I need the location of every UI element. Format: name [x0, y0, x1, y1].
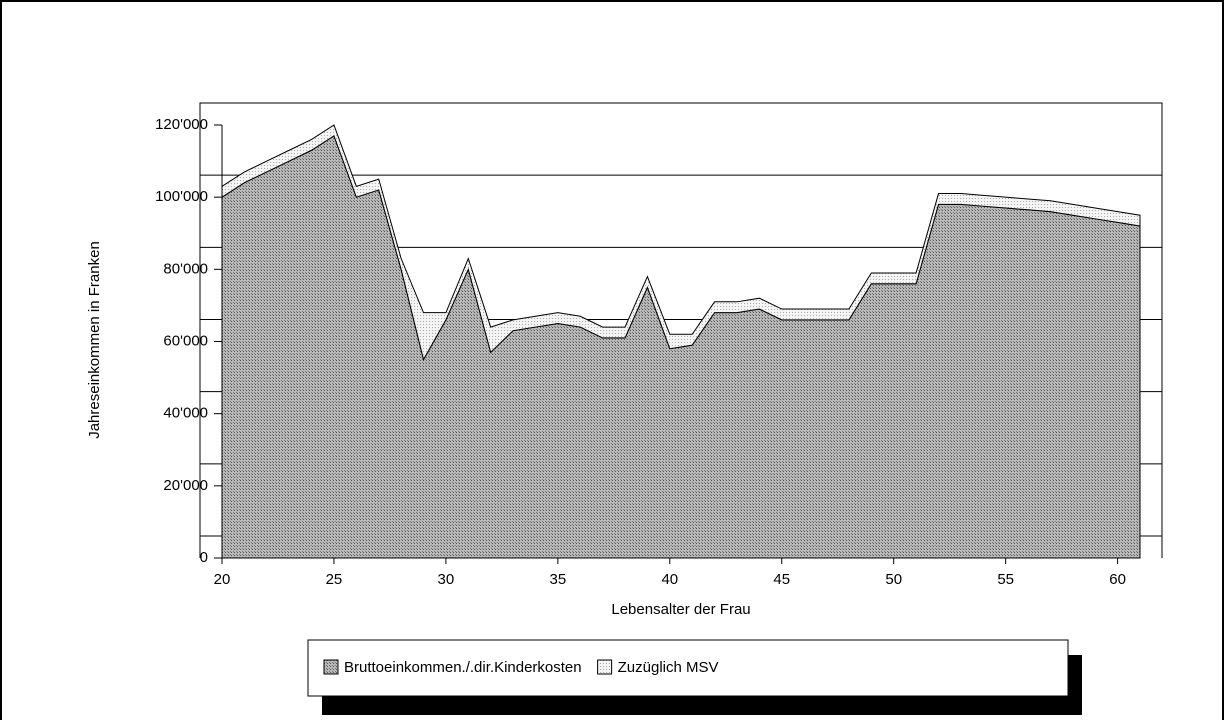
y-tick-label: 0: [200, 549, 208, 566]
y-tick-label: 120'000: [155, 116, 208, 133]
area: [221, 124, 1141, 361]
legend-label: Zuzüglich MSV: [618, 659, 719, 676]
x-tick-label: 40: [661, 571, 678, 588]
x-tick-label: 25: [326, 571, 343, 588]
y-tick-label: 60'000: [163, 332, 208, 349]
x-axis-label: Lebensalter der Frau: [611, 601, 750, 618]
x-tick-label: 30: [438, 571, 455, 588]
legend: [307, 639, 1069, 697]
y-tick-label: 80'000: [163, 260, 208, 277]
y-tick-label: 100'000: [155, 188, 208, 205]
y-tick-label: 40'000: [163, 405, 208, 422]
x-tick-label: 20: [214, 571, 231, 588]
y-tick-label: 20'000: [163, 477, 208, 494]
x-tick-label: 35: [550, 571, 567, 588]
legend-swatch: [323, 659, 339, 675]
x-tick-label: 45: [773, 571, 790, 588]
legend-swatch: [597, 659, 613, 675]
x-tick-label: 55: [997, 571, 1014, 588]
x-tick-label: 60: [1109, 571, 1126, 588]
y-axis-label: Jahreseinkommen in Franken: [86, 241, 103, 439]
legend-label: Bruttoeinkommen./.dir.Kinderkosten: [344, 659, 582, 676]
x-tick-label: 50: [885, 571, 902, 588]
